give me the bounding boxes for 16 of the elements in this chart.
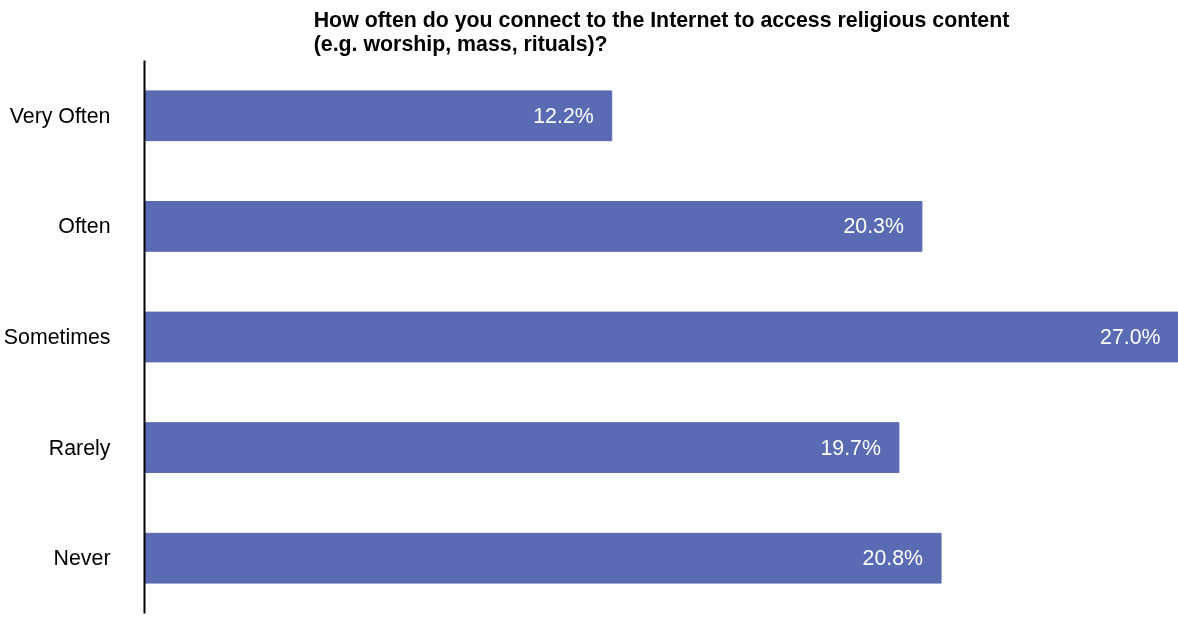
data-label: 19.7% [820,435,881,460]
data-label: 12.2% [533,103,594,128]
bar [144,90,613,142]
y-tick-label: Often [58,214,111,239]
y-tick-label: Never [53,546,111,571]
bar [144,201,923,252]
bar [144,311,1178,363]
data-label: 20.3% [843,214,904,239]
y-tick-label: Very Often [9,103,111,128]
y-tick-label: Sometimes [3,325,111,349]
data-label: 27.0% [1100,325,1161,349]
chart-title: How often do you connect to the Internet to access religious content (e.g. worship, mass, rituals)? [313,7,1010,56]
data-label: 20.8% [862,546,924,571]
bar [144,532,942,584]
y-tick-label: Rarely [48,435,111,460]
bar [144,422,900,473]
